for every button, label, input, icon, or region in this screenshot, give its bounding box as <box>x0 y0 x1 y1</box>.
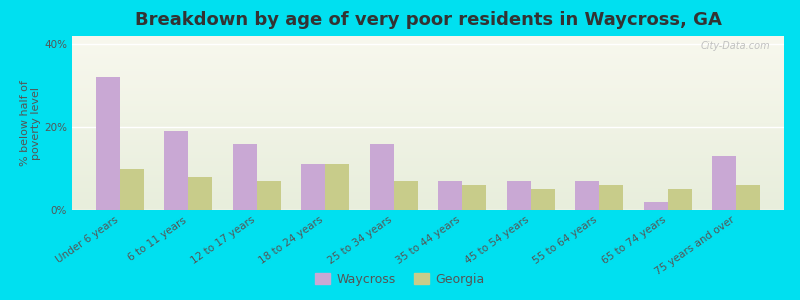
Bar <box>438 181 462 210</box>
Bar <box>257 181 281 210</box>
Bar <box>644 202 668 210</box>
Bar <box>712 156 736 210</box>
Bar <box>575 181 599 210</box>
Legend: Waycross, Georgia: Waycross, Georgia <box>310 268 490 291</box>
Y-axis label: % below half of
poverty level: % below half of poverty level <box>20 80 42 166</box>
Text: City-Data.com: City-Data.com <box>700 41 770 51</box>
Bar <box>506 181 530 210</box>
Bar <box>370 144 394 210</box>
Bar <box>233 144 257 210</box>
Bar <box>120 169 144 210</box>
Bar <box>736 185 760 210</box>
Title: Breakdown by age of very poor residents in Waycross, GA: Breakdown by age of very poor residents … <box>134 11 722 29</box>
Bar <box>462 185 486 210</box>
Bar <box>394 181 418 210</box>
Bar <box>326 164 350 210</box>
Bar <box>530 189 554 210</box>
Bar <box>668 189 691 210</box>
Bar <box>188 177 212 210</box>
Bar <box>599 185 623 210</box>
Bar <box>96 77 120 210</box>
Bar <box>302 164 326 210</box>
Bar <box>165 131 188 210</box>
